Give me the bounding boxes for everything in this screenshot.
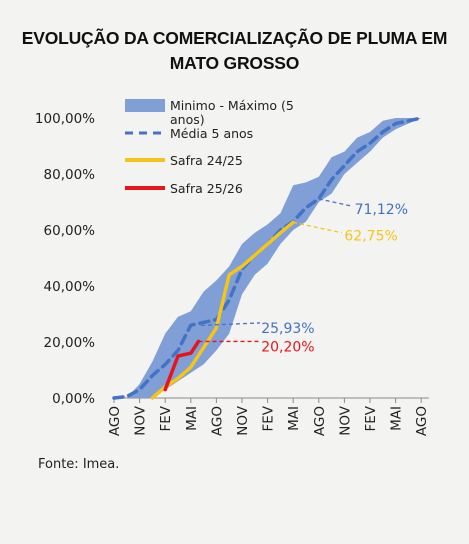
source-note: Fonte: Imea. xyxy=(38,457,120,472)
annotation-leader xyxy=(201,322,260,327)
chart-title-line-1: EVOLUÇÃO DA COMERCIALIZAÇÃO DE PLUMA EM xyxy=(21,28,448,48)
legend-label-s2425: Safra 24/25 xyxy=(170,153,243,168)
legend-label-mean: Média 5 anos xyxy=(170,126,253,141)
y-tick-label: 100,00% xyxy=(35,111,95,127)
legend-label-s2526: Safra 25/26 xyxy=(170,181,243,196)
annotation-leader xyxy=(293,221,342,234)
y-tick-label: 80,00% xyxy=(44,167,96,183)
x-tick-label: MAI xyxy=(286,406,302,431)
series-line-safra-2526 xyxy=(163,339,201,392)
chart-title: EVOLUÇÃO DA COMERCIALIZAÇÃO DE PLUMA EM … xyxy=(0,26,469,76)
y-tick-label: 40,00% xyxy=(44,279,96,295)
legend-swatch-band xyxy=(125,99,165,112)
x-tick-label: FEV xyxy=(158,405,174,431)
annotation-label: 25,93% xyxy=(261,321,314,337)
x-tick-label: FEV xyxy=(363,405,379,431)
legend: Minimo - Máximo (5 anos) Média 5 anos Sa… xyxy=(125,98,294,196)
x-tick-label: AGO xyxy=(209,406,225,436)
x-tick-label: NOV xyxy=(235,405,251,435)
x-tick-label: AGO xyxy=(107,406,123,436)
y-tick-label: 0,00% xyxy=(52,391,95,407)
annotation-leader xyxy=(318,198,353,207)
x-tick-label: MAI xyxy=(184,406,200,431)
series-line-safra-2425 xyxy=(150,220,295,400)
y-tick-label: 20,00% xyxy=(44,335,96,351)
x-tick-label: NOV xyxy=(133,405,149,435)
annotation-label: 62,75% xyxy=(344,229,397,245)
x-tick-label: AGO xyxy=(414,406,430,436)
annotation-label: 71,12% xyxy=(355,202,408,218)
x-tick-label: AGO xyxy=(312,406,328,436)
legend-label-band-1: Minimo - Máximo (5 xyxy=(170,98,294,113)
x-tick-label: NOV xyxy=(337,405,353,435)
chart-title-line-2: MATO GROSSO xyxy=(169,53,300,73)
y-tick-label: 60,00% xyxy=(44,223,96,239)
x-tick-label: FEV xyxy=(261,405,277,431)
legend-label-band-2: anos) xyxy=(170,112,205,127)
x-tick-label: MAI xyxy=(389,406,405,431)
annotation-label: 20,20% xyxy=(261,339,314,355)
